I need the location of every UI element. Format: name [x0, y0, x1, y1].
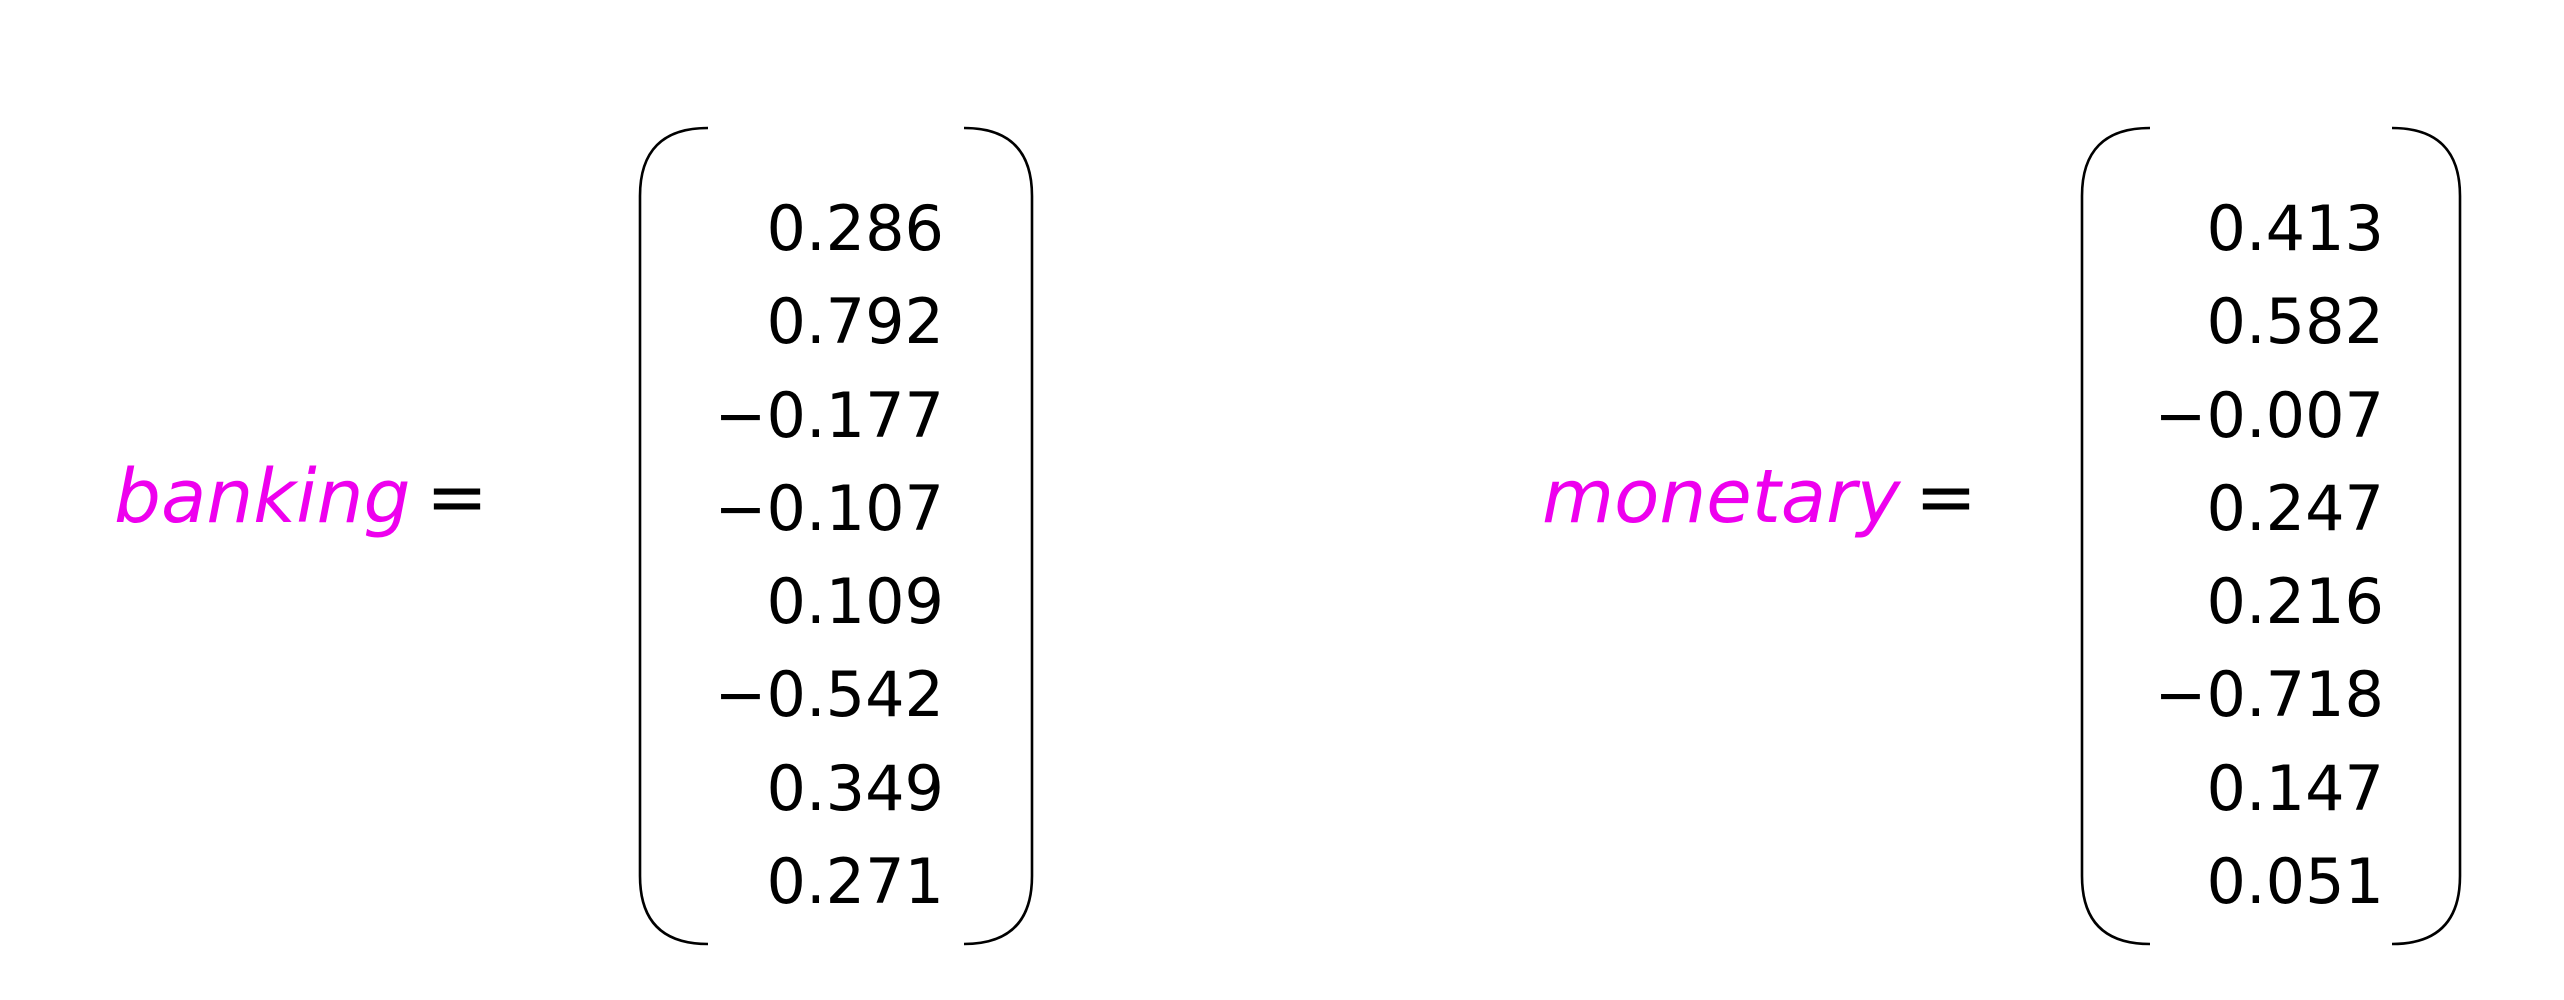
vector-value: 0.349 [766, 751, 945, 825]
word-label-monetary: monetary [1542, 454, 1901, 540]
vector-value: 0.109 [766, 565, 945, 639]
vector-value: 0.286 [766, 192, 945, 265]
equals-sign: = [426, 454, 489, 540]
vector-value: 0.413 [2206, 192, 2385, 265]
equals-sign: = [1915, 454, 1978, 540]
vector-values-banking: 0.286 0.792 −0.177 −0.107 0.109 −0.542 0… [700, 182, 944, 928]
vector-value: −0.007 [2154, 378, 2384, 452]
vector-value: 0.271 [766, 845, 945, 919]
right-bracket [963, 126, 1034, 946]
vector-value: 0.792 [766, 285, 945, 359]
vector-values-monetary: 0.413 0.582 −0.007 0.247 0.216 −0.718 0.… [2130, 182, 2384, 928]
vector-value: 0.147 [2206, 751, 2385, 825]
vector-value: 0.051 [2206, 845, 2385, 919]
vector-value: −0.177 [714, 378, 944, 452]
word-label-banking: banking [114, 454, 411, 540]
vector-value: −0.542 [714, 658, 944, 732]
vector-value: 0.247 [2206, 471, 2385, 545]
vector-value: 0.216 [2206, 565, 2385, 639]
vector-value: −0.107 [714, 471, 944, 545]
right-bracket [2391, 126, 2462, 946]
vector-value: −0.718 [2154, 658, 2384, 732]
left-bracket [638, 126, 709, 946]
vector-value: 0.582 [2206, 285, 2385, 359]
left-bracket [2080, 126, 2151, 946]
